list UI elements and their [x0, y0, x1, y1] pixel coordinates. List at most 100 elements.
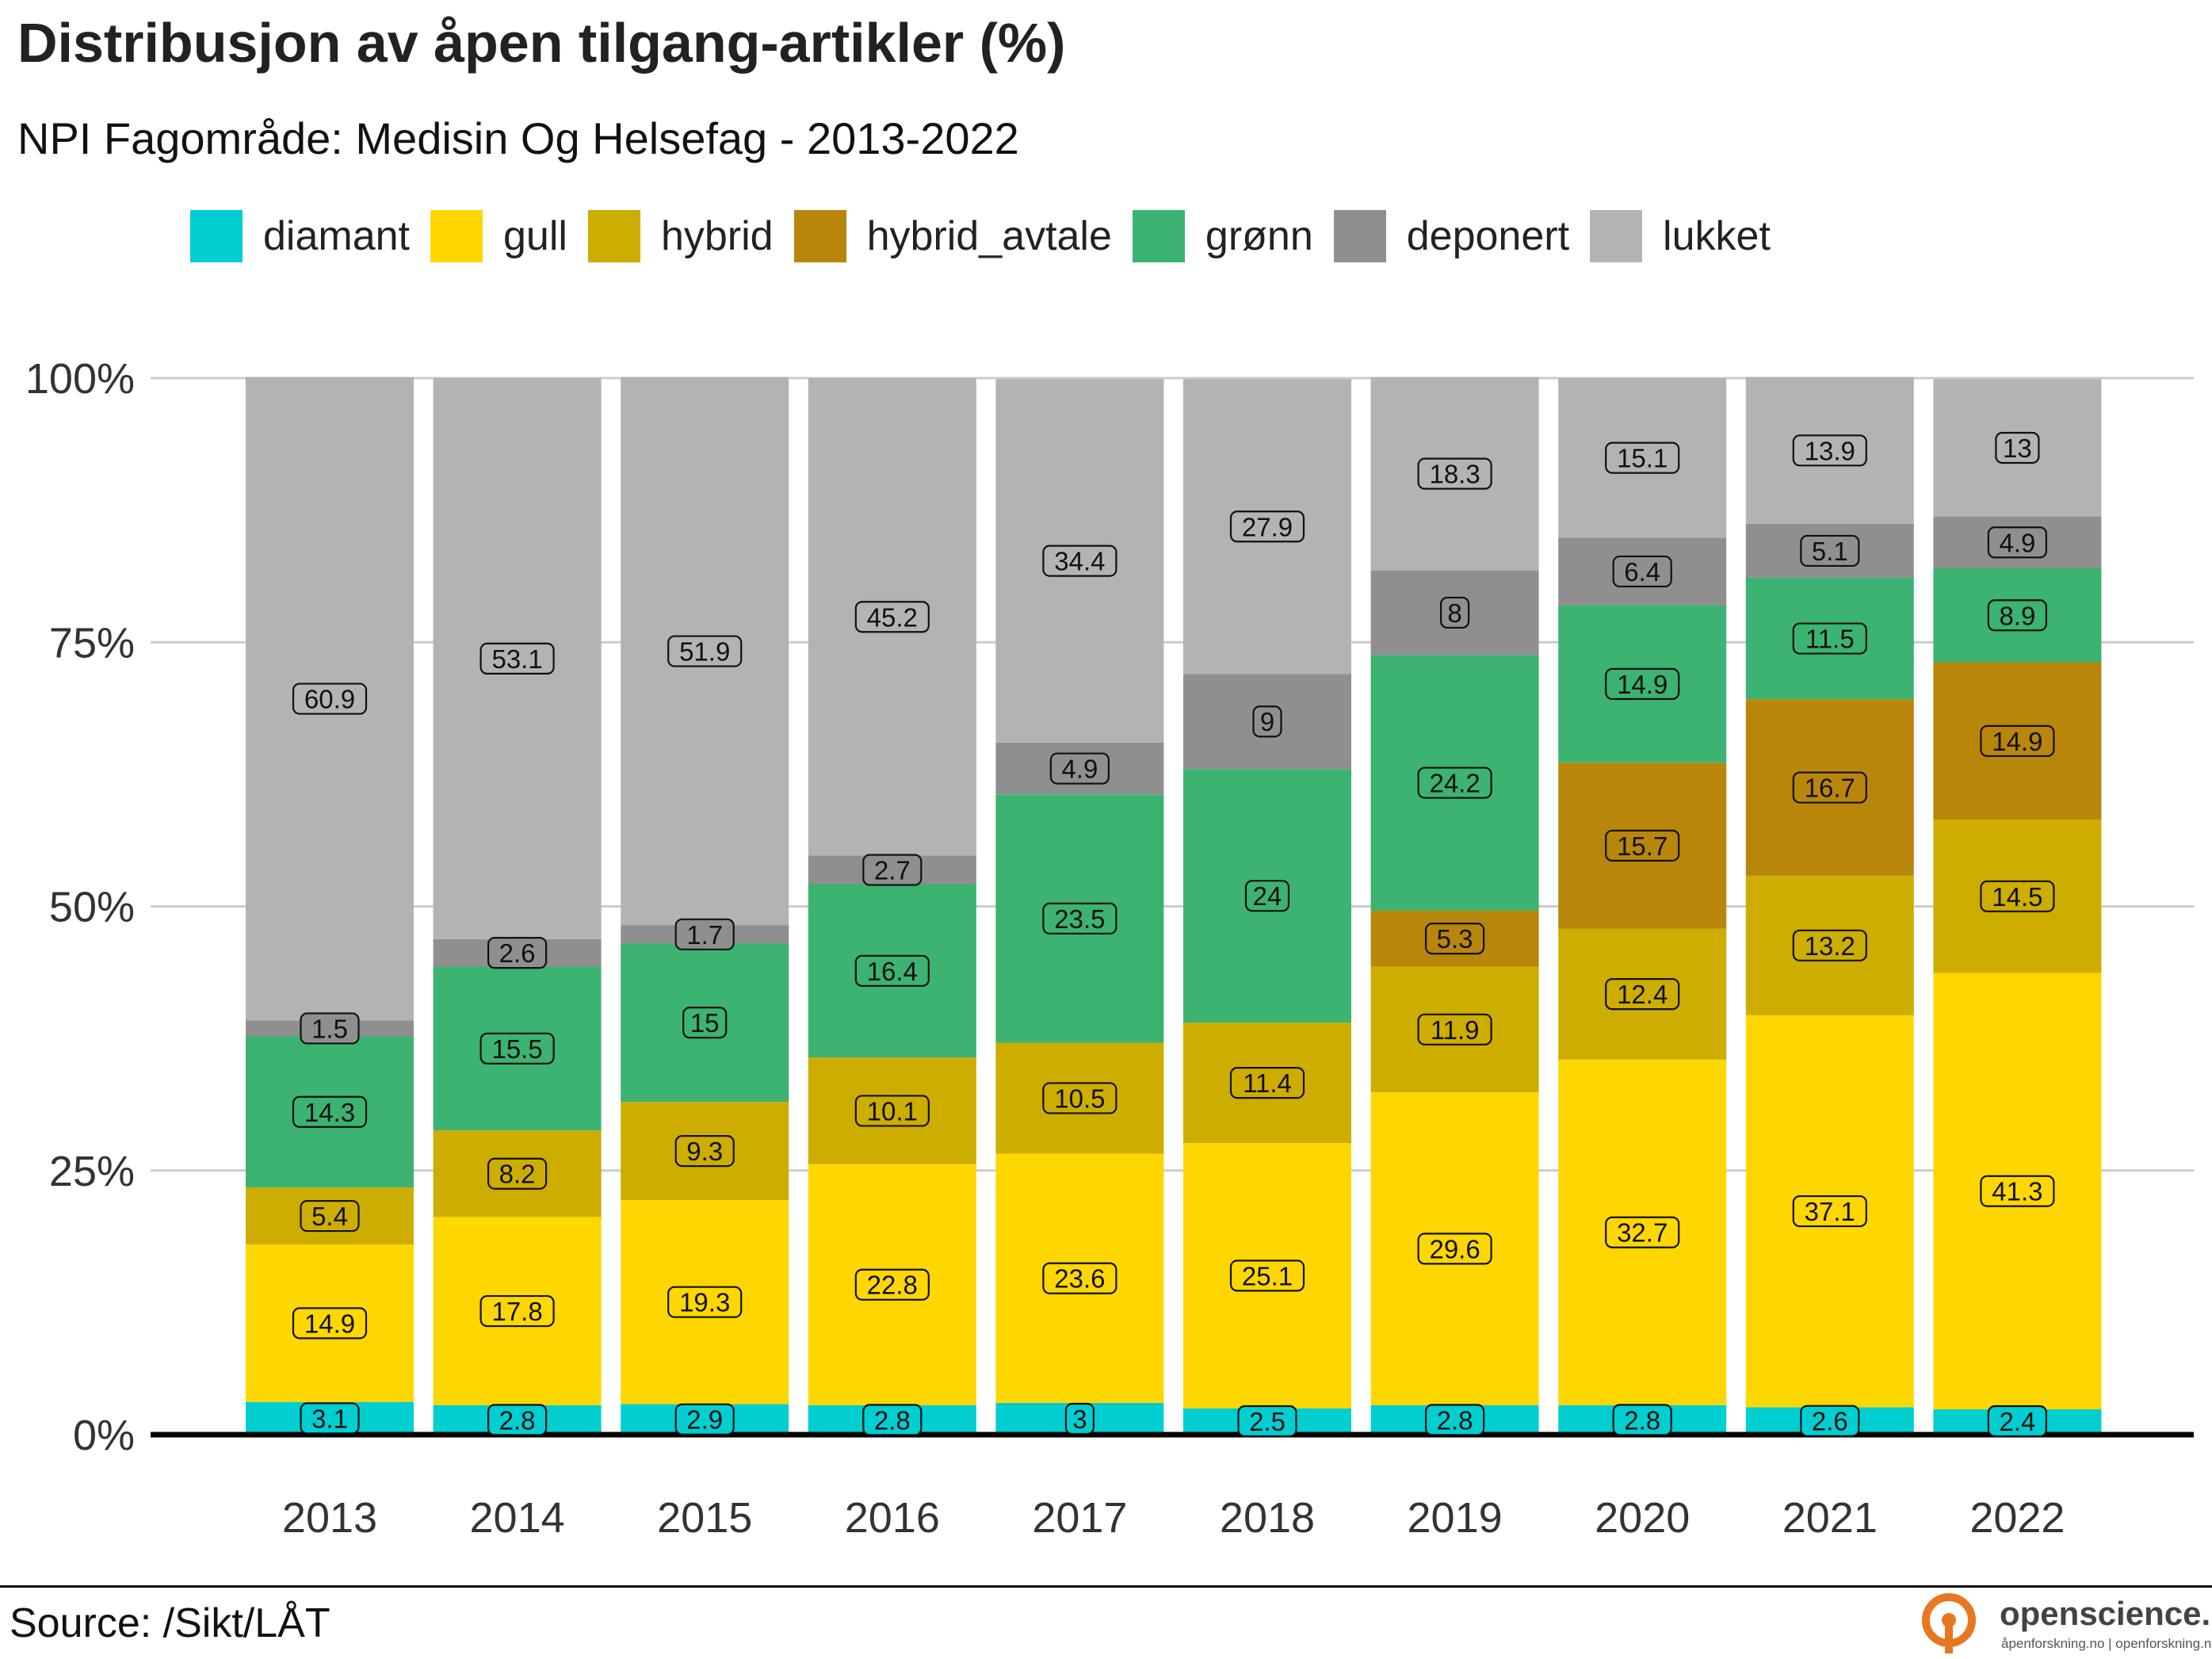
data-label: 41.3	[1992, 1177, 2042, 1206]
data-label-box	[1792, 1195, 1867, 1228]
data-label: 22.8	[867, 1271, 918, 1300]
data-label-box	[1439, 596, 1470, 629]
data-label-box	[1424, 1404, 1485, 1436]
data-label: 53.1	[491, 644, 542, 674]
data-label: 23.5	[1054, 904, 1105, 934]
data-label-box	[854, 1268, 930, 1301]
data-label-box	[682, 1007, 728, 1039]
data-label-box	[292, 1307, 368, 1340]
x-tick-label: 2018	[1220, 1494, 1315, 1542]
y-tick-label: 0%	[73, 1412, 135, 1459]
data-label: 17.8	[491, 1297, 542, 1326]
data-label-box	[1980, 880, 2055, 912]
data-label-box	[1792, 929, 1867, 961]
data-label: 11.4	[1243, 1068, 1292, 1098]
data-label-box	[1042, 545, 1117, 577]
legend-swatch	[1132, 210, 1185, 262]
data-label: 1.7	[686, 920, 723, 950]
logo-mark-icon	[1922, 1593, 1976, 1653]
legend-item: lukket	[1590, 210, 1771, 262]
data-label-box	[674, 1403, 735, 1435]
data-label: 15.1	[1617, 444, 1668, 473]
data-label-box	[1612, 555, 1672, 588]
data-label: 15	[690, 1008, 720, 1038]
data-label-box	[300, 1402, 360, 1435]
data-label: 6.4	[1624, 557, 1660, 587]
data-label: 2.8	[1437, 1405, 1473, 1435]
legend-swatch	[1333, 210, 1386, 262]
data-label-box	[1792, 771, 1867, 804]
data-label-box	[1605, 667, 1680, 701]
data-label: 2.8	[499, 1405, 536, 1435]
logo-tagline: åpenforskning.no | openforskning.no	[2001, 1636, 2212, 1651]
logo-name: openscience.no	[2000, 1595, 2212, 1632]
legend-swatch	[430, 210, 483, 262]
data-label-box	[854, 1095, 930, 1127]
data-label: 51.9	[679, 637, 730, 667]
data-label-box	[1417, 1013, 1492, 1045]
data-label-box	[1244, 880, 1290, 912]
data-label: 2.5	[1249, 1407, 1286, 1436]
data-label: 15.5	[491, 1034, 542, 1064]
x-tick-label: 2015	[657, 1494, 752, 1542]
data-label-box	[1987, 526, 2047, 559]
data-label: 13	[2003, 434, 2032, 463]
data-label: 13.2	[1805, 931, 1855, 961]
x-tick-label: 2021	[1782, 1494, 1878, 1542]
legend-label: hybrid_avtale	[866, 213, 1112, 259]
data-label-box	[1995, 431, 2040, 464]
data-label-box	[1987, 599, 2047, 632]
data-label: 14.9	[1617, 670, 1668, 699]
data-label: 2.8	[1624, 1405, 1660, 1435]
source-note: Source: /Sikt/LÅT	[10, 1600, 330, 1646]
data-label-box	[479, 642, 555, 675]
data-label: 2.8	[874, 1405, 911, 1435]
legend-item: hybrid_avtale	[793, 210, 1112, 262]
data-label: 16.7	[1805, 774, 1855, 803]
data-label: 5.3	[1437, 924, 1473, 954]
x-tick-label: 2022	[1969, 1494, 2065, 1542]
data-label-box	[1229, 510, 1305, 543]
data-label: 4.9	[1061, 755, 1098, 784]
x-tick-label: 2020	[1595, 1494, 1690, 1542]
data-label-box	[1252, 705, 1282, 738]
legend-label: gull	[503, 213, 567, 259]
data-label: 1.5	[311, 1014, 348, 1043]
chart-title: Distribusjon av åpen tilgang-artikler (%…	[17, 12, 1066, 74]
y-tick-label: 25%	[49, 1148, 135, 1195]
data-label: 45.2	[867, 602, 918, 632]
data-label-box	[1417, 457, 1492, 490]
data-label-box	[1229, 1260, 1305, 1292]
legend-item: deponert	[1333, 210, 1570, 262]
footer-divider	[0, 1585, 2212, 1588]
data-label: 2.4	[1999, 1407, 2035, 1436]
data-label: 8.9	[1999, 601, 2035, 630]
x-tick-label: 2019	[1408, 1494, 1503, 1542]
data-label: 4.9	[1999, 528, 2035, 557]
legend-item: hybrid	[587, 210, 774, 262]
data-label-box	[1042, 1082, 1117, 1114]
data-label: 8.2	[499, 1160, 536, 1189]
openscience-logo: openscience.no åpenforskning.no | openfo…	[1914, 1592, 2212, 1655]
data-label: 3	[1072, 1405, 1087, 1434]
data-label-box	[1049, 752, 1110, 785]
legend-label: deponert	[1406, 213, 1570, 259]
data-label-box	[292, 682, 368, 715]
data-label: 9	[1260, 707, 1274, 736]
data-label-box	[1237, 1405, 1297, 1438]
data-label-box	[479, 1294, 555, 1328]
legend-swatch	[190, 210, 243, 262]
data-label-box	[300, 1012, 360, 1045]
data-label: 60.9	[304, 685, 355, 714]
data-label: 10.1	[867, 1096, 918, 1126]
stacked-bar-chart: 0% 25% 50% 75% 100% 2013 2014 2015 2016 2017 2018 2…	[25, 355, 2194, 1542]
legend-swatch	[587, 210, 640, 262]
data-label: 12.4	[1617, 980, 1668, 1009]
data-label: 14.5	[1992, 882, 2042, 912]
data-label-box	[1800, 534, 1860, 568]
x-tick-label: 2017	[1032, 1494, 1127, 1542]
data-label: 5.1	[1812, 537, 1848, 566]
data-label-box	[862, 1404, 923, 1436]
data-label: 15.7	[1617, 831, 1668, 861]
data-label-box	[1424, 923, 1485, 955]
